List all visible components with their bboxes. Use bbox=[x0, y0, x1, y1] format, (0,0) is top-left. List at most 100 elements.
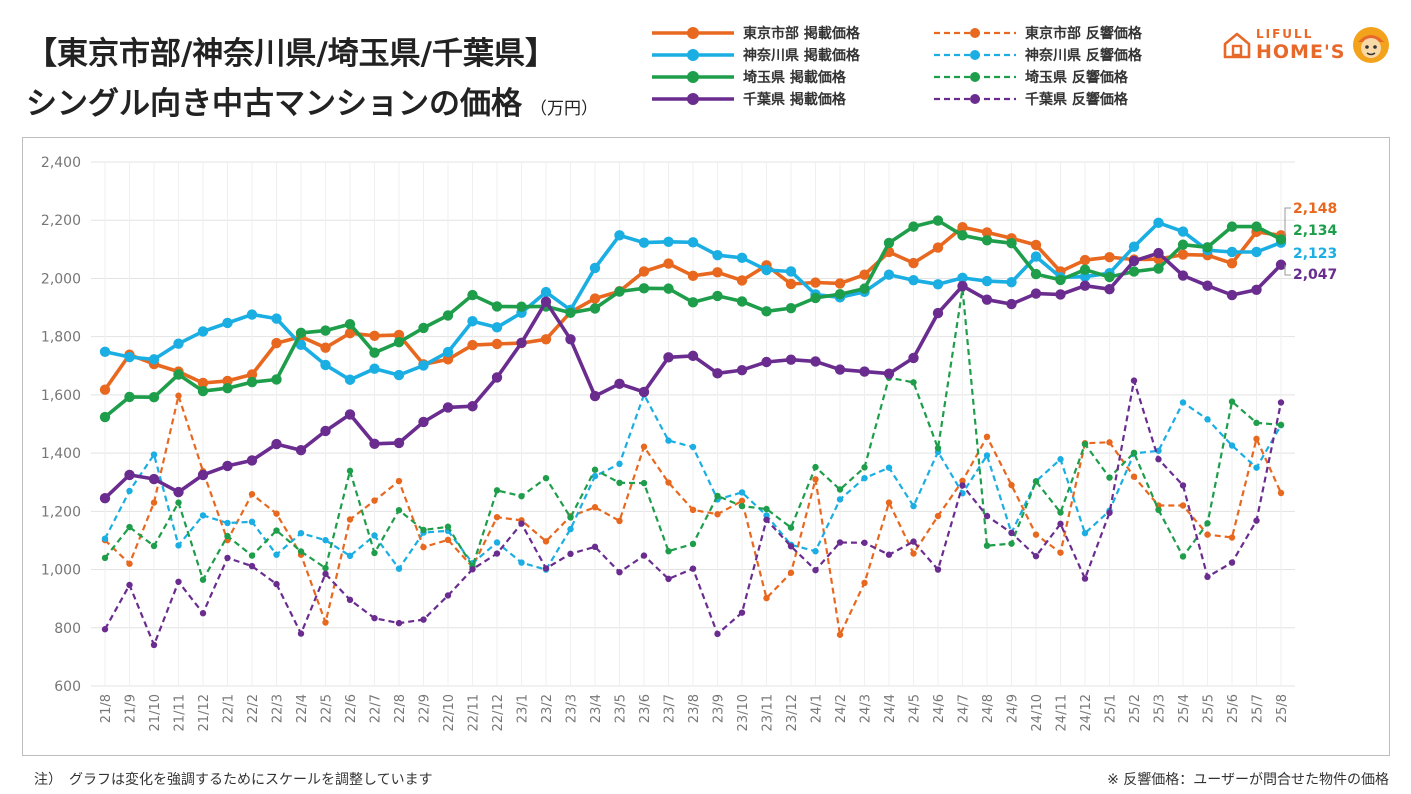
data-point bbox=[1032, 478, 1040, 485]
data-point bbox=[1104, 251, 1115, 263]
data-point bbox=[1226, 289, 1238, 301]
legend-swatch-icon bbox=[934, 28, 1016, 38]
end-value-label: 2,134 bbox=[1293, 223, 1338, 239]
data-point bbox=[616, 479, 623, 487]
data-point bbox=[346, 467, 354, 475]
chart-area: 600 800 1,000 1,200 1,400 1,600 1,800 2,000 2,20… bbox=[22, 137, 1390, 756]
data-point bbox=[787, 524, 795, 531]
data-point bbox=[518, 492, 525, 500]
data-point bbox=[175, 392, 182, 399]
y-tick-label: 800 bbox=[54, 621, 81, 637]
x-tick-label: 25/7 bbox=[1251, 694, 1266, 723]
x-tick-label: 25/1 bbox=[1104, 694, 1119, 723]
data-point bbox=[491, 372, 503, 383]
data-point bbox=[297, 630, 305, 637]
data-point bbox=[665, 548, 672, 555]
x-tick-label: 23/8 bbox=[687, 694, 702, 723]
data-point bbox=[1253, 435, 1260, 443]
data-point bbox=[1202, 242, 1213, 253]
y-tick-label: 2,400 bbox=[41, 155, 81, 171]
series-chiba-listing bbox=[99, 247, 1287, 504]
data-point bbox=[99, 493, 111, 504]
lifull-homes-logo: LIFULL HOME'S bbox=[1222, 24, 1392, 70]
x-tick-label: 25/4 bbox=[1177, 694, 1192, 723]
data-point bbox=[714, 511, 721, 518]
data-point bbox=[295, 339, 307, 351]
data-point bbox=[248, 552, 256, 559]
data-point bbox=[1153, 263, 1164, 274]
x-tick-label: 22/5 bbox=[320, 694, 335, 723]
x-tick-label: 23/3 bbox=[565, 694, 580, 723]
data-point bbox=[589, 303, 601, 314]
data-point bbox=[1204, 573, 1211, 581]
data-point bbox=[173, 369, 184, 380]
data-point bbox=[932, 242, 944, 253]
data-point bbox=[199, 512, 207, 519]
data-point bbox=[736, 275, 748, 286]
data-point bbox=[1032, 531, 1040, 538]
data-point bbox=[493, 487, 501, 494]
data-point bbox=[271, 313, 282, 324]
data-point bbox=[640, 479, 648, 487]
x-tick-label: 22/3 bbox=[271, 694, 286, 723]
legend-label: 千葉県 掲載価格 bbox=[743, 92, 846, 108]
x-tick-label: 24/7 bbox=[957, 694, 972, 723]
data-point bbox=[175, 499, 182, 506]
data-point bbox=[271, 337, 282, 349]
data-point bbox=[761, 306, 772, 317]
x-tick-label: 24/3 bbox=[859, 694, 874, 723]
y-tick-label: 2,200 bbox=[41, 213, 81, 229]
data-point bbox=[271, 438, 282, 450]
series-saitama-listing bbox=[99, 215, 1287, 423]
data-point bbox=[861, 579, 868, 587]
data-point bbox=[957, 222, 968, 233]
data-point bbox=[981, 275, 993, 287]
x-tick-label: 23/7 bbox=[663, 694, 678, 723]
series-chiba-inquiry bbox=[101, 377, 1285, 649]
data-point bbox=[1057, 456, 1064, 463]
data-point bbox=[834, 364, 846, 375]
data-point bbox=[861, 464, 868, 471]
data-point bbox=[322, 619, 329, 626]
data-point bbox=[589, 262, 601, 274]
data-point bbox=[959, 482, 966, 489]
data-point bbox=[738, 497, 746, 505]
chart-title-line2: シングル向き中古マンションの価格 （万円） bbox=[26, 78, 598, 123]
data-point bbox=[836, 496, 844, 503]
legend-swatch-icon bbox=[652, 49, 734, 61]
data-point bbox=[1177, 239, 1189, 250]
data-point bbox=[1130, 449, 1138, 457]
data-point bbox=[222, 382, 233, 394]
data-point bbox=[763, 505, 770, 513]
data-point bbox=[101, 535, 109, 542]
data-point bbox=[224, 532, 231, 540]
data-point bbox=[1130, 377, 1138, 384]
data-point bbox=[150, 641, 158, 649]
mascot-icon bbox=[1353, 27, 1389, 63]
data-point bbox=[297, 548, 305, 555]
legend-swatch-icon bbox=[934, 72, 1016, 82]
data-point bbox=[224, 519, 231, 527]
series-kanagawa-inquiry bbox=[101, 391, 1285, 573]
data-point bbox=[1006, 298, 1017, 310]
data-point bbox=[614, 378, 625, 390]
data-point bbox=[467, 401, 478, 412]
data-point bbox=[1104, 284, 1115, 295]
data-point bbox=[983, 542, 991, 549]
data-point bbox=[1228, 534, 1236, 541]
data-point bbox=[712, 290, 723, 302]
data-point bbox=[591, 543, 599, 551]
x-tick-label: 25/6 bbox=[1226, 694, 1241, 723]
data-point bbox=[1006, 238, 1017, 249]
data-point bbox=[1106, 474, 1113, 481]
x-tick-label: 23/1 bbox=[516, 694, 531, 723]
data-point bbox=[101, 554, 109, 562]
data-point bbox=[320, 425, 331, 437]
data-point bbox=[248, 562, 256, 570]
data-point bbox=[1008, 540, 1015, 547]
data-point bbox=[1081, 440, 1089, 448]
data-point bbox=[1275, 234, 1287, 245]
x-tick-label: 23/11 bbox=[761, 694, 776, 731]
data-point bbox=[1275, 259, 1287, 270]
data-point bbox=[1032, 552, 1040, 560]
